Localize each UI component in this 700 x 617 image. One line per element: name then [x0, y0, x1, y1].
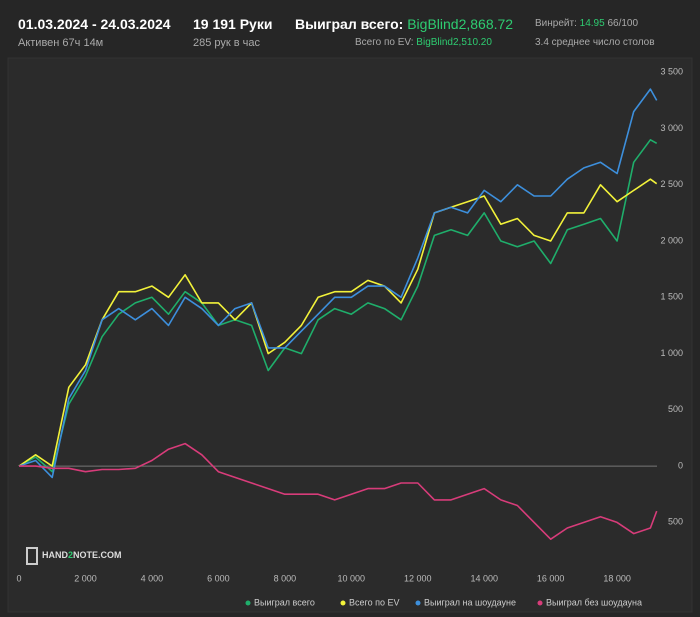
y-tick-label: 1 000: [660, 348, 683, 358]
winrate-value: 14.95: [579, 18, 605, 29]
logo-part: HAND: [42, 550, 68, 560]
x-tick-label: 14 000: [470, 573, 498, 583]
legend-dot: [537, 600, 543, 606]
series-line: [18, 178, 658, 467]
x-tick-label: 10 000: [338, 573, 366, 583]
x-tick-label: 6 000: [207, 573, 230, 583]
x-tick-label: 12 000: [404, 573, 432, 583]
won-value: BigBlind2,868.72: [407, 16, 514, 32]
date-range: 01.03.2024 - 24.03.2024: [18, 16, 171, 32]
series-line: [18, 139, 658, 473]
x-tick-label: 8 000: [274, 573, 297, 583]
x-tick-label: 4 000: [141, 573, 164, 583]
legend-dot: [415, 600, 421, 606]
hands-per-hour: 285 рук в час: [193, 37, 261, 49]
y-tick-label: 500: [668, 404, 683, 414]
winrate-label: Винрейт:: [535, 18, 577, 29]
y-tick-label: 2 500: [660, 179, 683, 189]
x-tick-label: 18 000: [603, 573, 631, 583]
chart-panel: [7, 57, 693, 613]
legend-dot: [245, 600, 251, 606]
y-tick-label: 3 000: [660, 123, 683, 133]
winrate-extra: 66/100: [607, 18, 639, 29]
x-tick-label: 2 000: [74, 573, 97, 583]
legend-label: Выиграл без шоудауна: [546, 597, 642, 607]
winrate: Винрейт: 14.95 66/100: [535, 18, 638, 29]
ev-total: Всего по EV: BigBlind2,510.20: [355, 37, 492, 48]
won-total: Выиграл всего: BigBlind2,868.72: [295, 16, 513, 32]
hands: 19 191 Руки: [193, 16, 273, 32]
active-time: Активен 67ч 14м: [18, 37, 104, 49]
legend-dot: [340, 600, 346, 606]
y-tick-label: 500: [668, 517, 683, 527]
ev-value: BigBlind2,510.20: [416, 37, 492, 48]
y-tick-label: 3 500: [660, 67, 683, 77]
series-line: [18, 88, 658, 479]
y-tick-label: 0: [678, 460, 683, 470]
legend-label: Всего по EV: [349, 597, 399, 607]
ev-label: Всего по EV:: [355, 37, 414, 48]
logo-part: 2: [68, 550, 73, 560]
tables: 3.4 среднее число столов: [535, 37, 655, 48]
won-label: Выиграл всего:: [295, 16, 404, 32]
series-line: [19, 442, 658, 540]
x-tick-label: 16 000: [537, 573, 565, 583]
y-tick-label: 1 500: [660, 292, 683, 302]
logo-icon: [26, 547, 38, 565]
x-tick-label: 0: [16, 573, 21, 583]
logo-part: NOTE.COM: [73, 550, 122, 560]
legend-label: Выиграл на шоудауне: [424, 597, 516, 607]
legend-label: Выиграл всего: [254, 597, 315, 607]
logo: HAND2NOTE.COM: [42, 550, 122, 560]
y-tick-label: 2 000: [660, 235, 683, 245]
